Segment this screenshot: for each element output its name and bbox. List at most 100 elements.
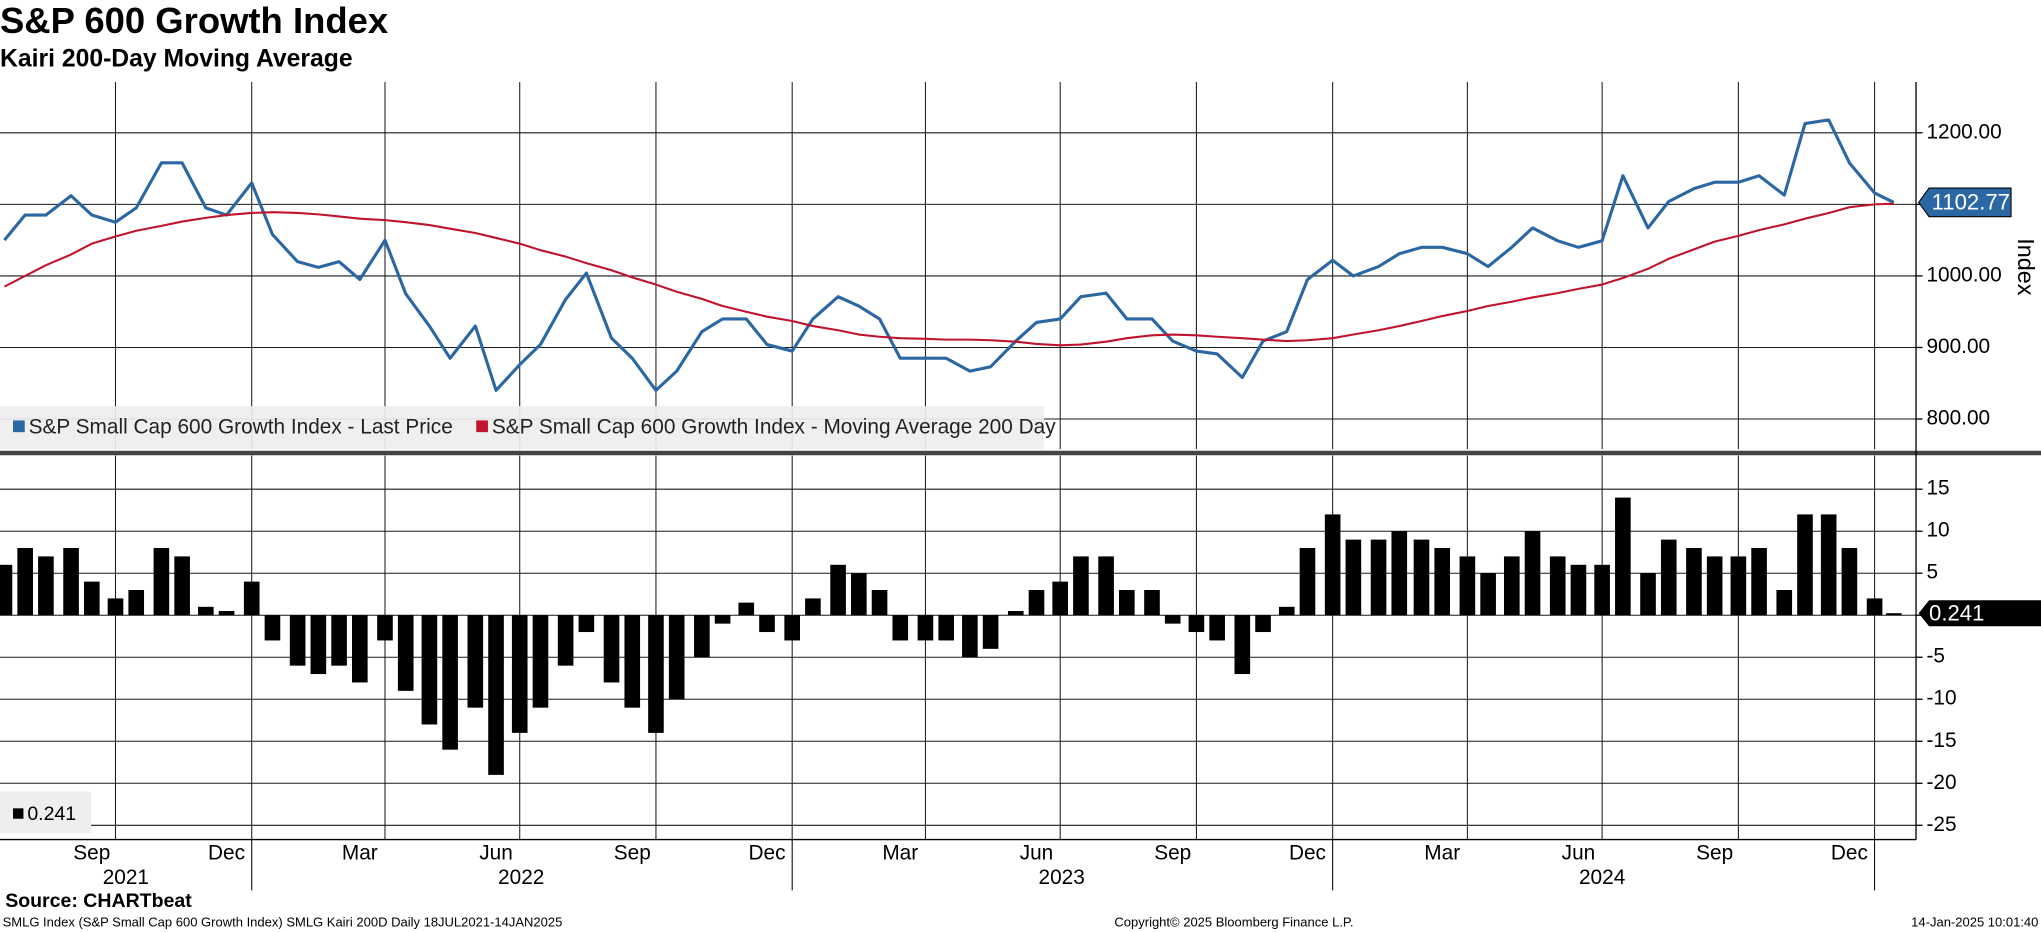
bar xyxy=(805,598,821,616)
y-tick-label: -10 xyxy=(1926,687,1956,710)
x-tick-label: Jun xyxy=(1562,841,1596,864)
legend-swatch xyxy=(13,808,24,819)
bar xyxy=(557,615,574,666)
bar xyxy=(982,615,999,649)
bar xyxy=(1660,539,1677,616)
year-label: 2023 xyxy=(1039,866,1085,889)
y-tick-label: 5 xyxy=(1926,561,1938,584)
bar xyxy=(1706,556,1723,616)
legend-swatch xyxy=(13,420,25,433)
bar xyxy=(243,581,260,616)
bar xyxy=(174,556,190,616)
bar xyxy=(1007,611,1024,616)
bar xyxy=(1028,590,1045,616)
last-value-label: 1102.77 xyxy=(1932,190,2010,215)
bar xyxy=(892,615,909,641)
y-tick-label: -20 xyxy=(1926,771,1956,794)
x-tick-label: Sep xyxy=(1696,841,1733,864)
bar xyxy=(1503,556,1520,616)
bar xyxy=(289,615,306,666)
bar xyxy=(1073,556,1089,616)
bar xyxy=(1255,615,1271,633)
bar xyxy=(1524,531,1541,616)
bar xyxy=(153,548,170,616)
legend-label: S&P Small Cap 600 Growth Index - Moving … xyxy=(492,416,1056,439)
bar xyxy=(1751,548,1767,616)
bar xyxy=(1797,514,1813,616)
footer-center: Copyright© 2025 Bloomberg Finance L.P. xyxy=(1114,914,1353,929)
source: Source: CHARTbeat xyxy=(5,890,192,912)
x-tick-label: Mar xyxy=(1424,841,1460,864)
bar xyxy=(1776,590,1793,616)
bar xyxy=(1686,548,1702,616)
y-tick-label: 15 xyxy=(1926,477,1949,500)
bar xyxy=(938,615,954,641)
x-tick-label: Jun xyxy=(479,841,513,864)
bar xyxy=(107,598,124,616)
bar xyxy=(871,590,888,616)
chart-subtitle: Kairi 200-Day Moving Average xyxy=(0,45,353,72)
bar xyxy=(1480,573,1496,616)
bar xyxy=(1434,548,1451,616)
bar xyxy=(1459,556,1476,616)
bar xyxy=(1549,556,1566,616)
year-label: 2021 xyxy=(103,866,149,889)
bar xyxy=(851,573,867,616)
year-label: 2022 xyxy=(498,866,544,889)
bar xyxy=(603,615,620,683)
last-value-label: 0.241 xyxy=(1929,600,1984,625)
bar xyxy=(1144,590,1160,616)
legend-box xyxy=(0,406,1044,450)
bar xyxy=(1299,548,1316,616)
y-tick-label: -5 xyxy=(1926,645,1945,668)
bar xyxy=(962,615,978,658)
bar xyxy=(1866,598,1883,616)
x-tick-label: Dec xyxy=(1831,841,1868,864)
bar xyxy=(1052,581,1068,616)
bar xyxy=(397,615,414,691)
x-tick-label: Sep xyxy=(1154,841,1191,864)
y-axis-label: Index xyxy=(2013,238,2039,296)
bar xyxy=(1098,556,1114,616)
bar xyxy=(694,615,710,658)
bar xyxy=(1820,514,1837,616)
bar xyxy=(532,615,549,708)
bar xyxy=(83,581,100,616)
legend-label: S&P Small Cap 600 Growth Index - Last Pr… xyxy=(29,416,453,439)
x-tick-label: Sep xyxy=(614,841,651,864)
bar xyxy=(648,615,664,733)
line-series xyxy=(3,202,1894,347)
bar xyxy=(198,606,214,616)
last-value-tag xyxy=(1918,187,2012,218)
x-tick-label: Mar xyxy=(342,841,378,864)
x-tick-label: Sep xyxy=(73,841,110,864)
bar xyxy=(467,615,484,708)
bar xyxy=(488,615,504,775)
bar xyxy=(738,602,755,616)
bar xyxy=(331,615,347,666)
line-series xyxy=(3,118,1895,392)
legend-label: 0.241 xyxy=(27,803,76,825)
bar xyxy=(1370,539,1387,616)
bar xyxy=(17,548,33,616)
chart-title: S&P 600 Growth Index xyxy=(0,0,388,41)
bar xyxy=(1570,564,1587,616)
y-tick-label: 1000.00 xyxy=(1926,263,2001,286)
y-tick-label: 1200.00 xyxy=(1926,120,2001,143)
bar xyxy=(1640,573,1656,616)
bar xyxy=(1345,539,1362,616)
bar xyxy=(1209,615,1225,641)
bar xyxy=(830,564,846,616)
bar xyxy=(377,615,393,641)
bar xyxy=(1324,514,1341,616)
y-tick-label: -15 xyxy=(1926,729,1956,752)
bar xyxy=(511,615,528,733)
y-tick-label: -25 xyxy=(1926,813,1956,836)
y-tick-label: 10 xyxy=(1926,519,1949,542)
bar xyxy=(624,615,641,708)
x-tick-label: Dec xyxy=(1289,841,1326,864)
bar xyxy=(714,615,731,624)
